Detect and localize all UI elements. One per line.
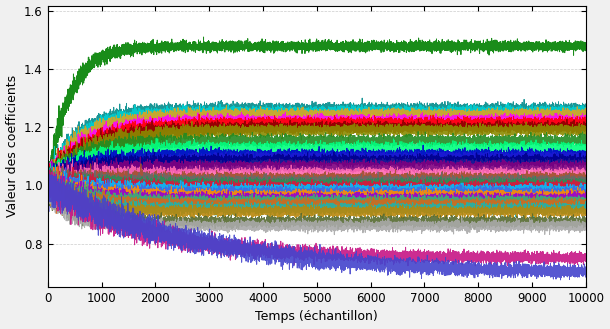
Y-axis label: Valeur des coefficients: Valeur des coefficients: [5, 75, 18, 217]
X-axis label: Temps (échantillon): Temps (échantillon): [256, 311, 378, 323]
